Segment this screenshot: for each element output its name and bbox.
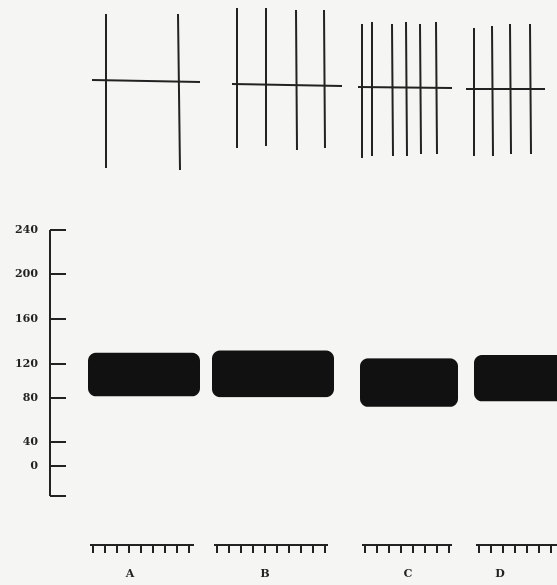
lane-label: D	[495, 567, 505, 580]
lane-label: B	[260, 567, 269, 580]
y-tick-label: 240	[15, 223, 38, 236]
y-tick-label: 80	[23, 391, 39, 404]
lane-label: A	[125, 567, 135, 580]
lane-markers	[90, 544, 557, 553]
y-tick-label: 0	[30, 459, 38, 472]
y-tick-label: 40	[23, 435, 39, 448]
y-tick-label: 160	[15, 312, 38, 325]
y-tick-label: 120	[15, 357, 38, 370]
band	[360, 358, 458, 407]
lane-label: C	[404, 567, 413, 580]
band	[212, 350, 334, 398]
y-tick-label: 200	[15, 267, 38, 280]
top-drawings	[91, 8, 545, 171]
band	[474, 355, 557, 402]
band	[88, 352, 200, 397]
